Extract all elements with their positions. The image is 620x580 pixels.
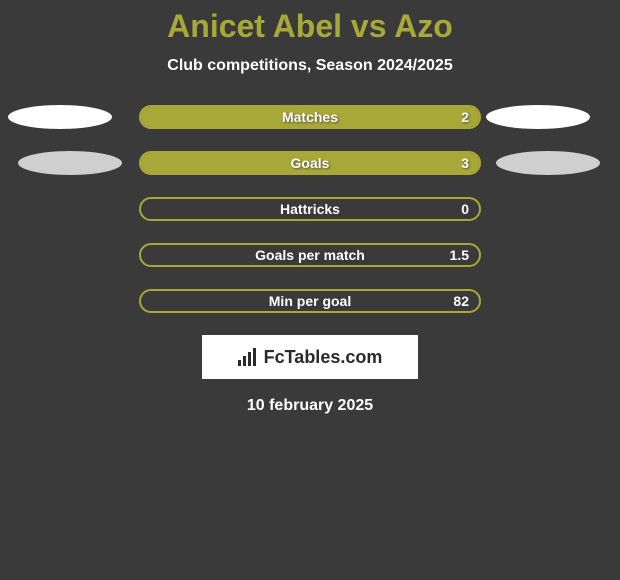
stat-bar-goals-per-match: Goals per match 1.5 bbox=[139, 243, 481, 267]
date-text: 10 february 2025 bbox=[0, 397, 620, 415]
stat-right-value: 2 bbox=[461, 109, 469, 125]
logo-text: FcTables.com bbox=[264, 347, 383, 368]
stat-bar-matches: Matches 2 bbox=[139, 105, 481, 129]
logo-content: FcTables.com bbox=[238, 347, 383, 368]
stat-right-value: 0 bbox=[461, 201, 469, 217]
stat-label: Matches bbox=[282, 109, 338, 125]
stat-label: Hattricks bbox=[280, 201, 340, 217]
stat-label: Goals per match bbox=[255, 247, 365, 263]
stat-row: Goals per match 1.5 bbox=[0, 243, 620, 267]
stat-bar-goals: Goals 3 bbox=[139, 151, 481, 175]
stat-bar-hattricks: Hattricks 0 bbox=[139, 197, 481, 221]
stat-row: Hattricks 0 bbox=[0, 197, 620, 221]
stat-row: Matches 2 bbox=[0, 105, 620, 129]
subtitle: Club competitions, Season 2024/2025 bbox=[0, 57, 620, 75]
stat-bar-min-per-goal: Min per goal 82 bbox=[139, 289, 481, 313]
player-left-marker bbox=[18, 151, 122, 175]
chart-bars-icon bbox=[238, 348, 258, 366]
stat-right-value: 3 bbox=[461, 155, 469, 171]
stat-row: Min per goal 82 bbox=[0, 289, 620, 313]
logo-box[interactable]: FcTables.com bbox=[202, 335, 418, 379]
player-right-marker bbox=[496, 151, 600, 175]
stat-label: Goals bbox=[291, 155, 330, 171]
comparison-area: Matches 2 Goals 3 Hattricks 0 bbox=[0, 105, 620, 313]
stat-right-value: 82 bbox=[453, 293, 469, 309]
page-title: Anicet Abel vs Azo bbox=[0, 8, 620, 45]
stat-label: Min per goal bbox=[269, 293, 351, 309]
stat-right-value: 1.5 bbox=[450, 247, 469, 263]
player-right-marker bbox=[486, 105, 590, 129]
stat-row: Goals 3 bbox=[0, 151, 620, 175]
player-left-marker bbox=[8, 105, 112, 129]
